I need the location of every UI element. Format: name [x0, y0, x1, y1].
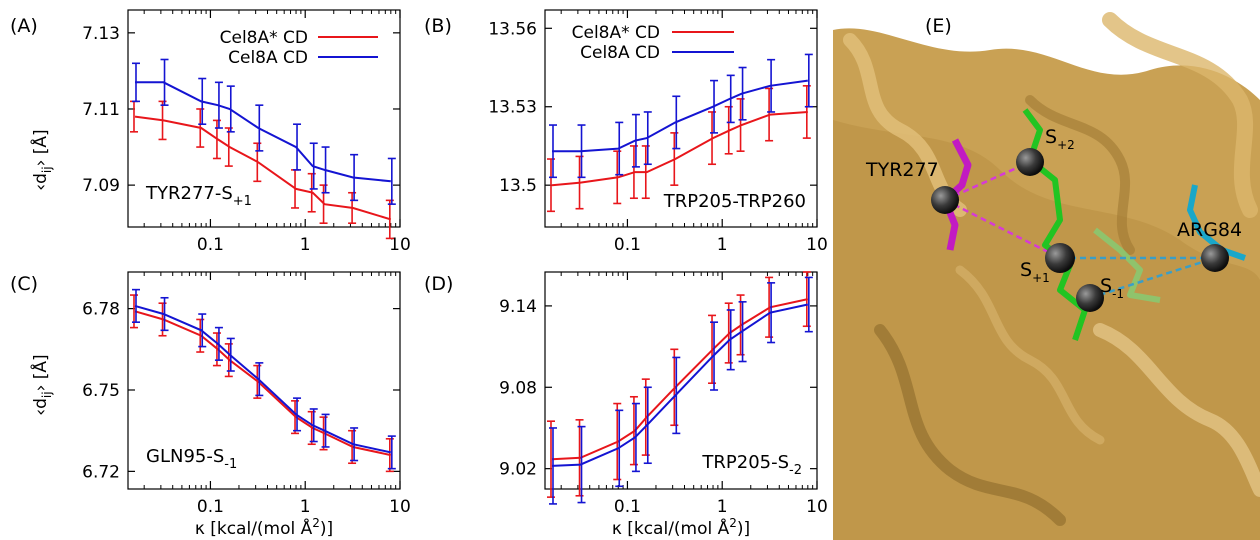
protein-helix-3: [874, 324, 1066, 526]
plot-frame-d: [544, 271, 818, 490]
y-tick-label: 13.56: [488, 19, 537, 39]
plot-frame-a: [127, 9, 401, 228]
tick-marks-b: [545, 10, 818, 227]
x-tick-label: 1: [300, 235, 311, 255]
sphere-arg: [1201, 244, 1229, 272]
series-line-blue: [134, 304, 392, 454]
legend-b-entry-red: Cel8A* CD: [572, 23, 660, 43]
x-tick-label: 0.1: [197, 497, 224, 517]
legend-a-entry-red: Cel8A* CD: [220, 28, 308, 48]
plot-frame-c: [127, 271, 401, 490]
sphere-tyr: [931, 186, 959, 214]
y-tick-label: 9.08: [499, 378, 537, 398]
x-tick-labels-d: 0.1 1 10: [614, 497, 828, 517]
x-tick-label: 0.1: [614, 235, 641, 255]
series-line-red: [134, 115, 392, 221]
y-tick-label: 9.02: [499, 460, 537, 480]
protein-shadow-1: [833, 120, 1260, 540]
y-tick-labels-d: 9.02 9.08 9.14: [499, 297, 537, 480]
panel-b: (B) 13.5 13.53 13.56 0.1 1 10 Cel8A* CD Cel8…: [424, 9, 828, 255]
tick-marks-a: [128, 10, 401, 227]
series-line-blue: [551, 303, 809, 467]
series-line-red: [551, 298, 809, 461]
y-tick-label: 7.09: [82, 176, 120, 196]
y-tick-label: 13.53: [488, 98, 537, 118]
panel-a-label: (A): [10, 15, 38, 37]
legend-a: Cel8A* CD Cel8A CD: [220, 28, 378, 68]
x-tick-label: 0.1: [614, 497, 641, 517]
protein-helix-5: [1025, 95, 1135, 255]
x-tick-label: 10: [389, 235, 411, 255]
x-tick-labels-b: 0.1 1 10: [614, 235, 828, 255]
y-tick-label: 7.13: [82, 24, 120, 44]
x-tick-labels-c: 0.1 1 10: [197, 497, 411, 517]
panel-e-label: (E): [925, 15, 952, 37]
tick-marks-d: [545, 272, 818, 489]
x-tick-label: 10: [806, 235, 828, 255]
y-tick-label: 6.72: [82, 462, 120, 482]
panel-b-annotation: TRP205-TRP260: [663, 191, 806, 212]
label-arg84: ARG84: [1177, 219, 1242, 241]
x-tick-label: 1: [717, 497, 728, 517]
x-tick-label: 10: [389, 497, 411, 517]
distance-tyr-s2: [944, 160, 1031, 202]
panel-b-label: (B): [424, 15, 452, 37]
y-tick-label: 9.14: [499, 297, 537, 317]
ligand-sugar-chain: [1022, 108, 1088, 341]
series-line-blue: [552, 79, 808, 153]
panel-d-annotation: TRP205-S-2: [701, 452, 802, 478]
series-group-a: [129, 58, 396, 240]
tick-marks-c: [128, 272, 401, 489]
panel-c-label: (C): [10, 273, 38, 295]
distance-tyr-s1: [944, 198, 1061, 260]
y-tick-label: 6.78: [82, 300, 120, 320]
plot-frame-b: [544, 9, 818, 228]
y-axis-label-top: ‹dij› [Å]: [29, 129, 54, 190]
panel-a-annotation: TYR277-S+1: [145, 183, 252, 209]
series-line-blue: [135, 81, 391, 183]
series-group-d: [546, 271, 813, 505]
label-tyr277: TYR277: [865, 159, 939, 181]
x-tick-label: 10: [806, 497, 828, 517]
panel-c-annotation: GLN95-S-1: [146, 446, 237, 472]
protein-helix-4: [1093, 323, 1260, 497]
sphere-s-plus-1: [1045, 243, 1075, 273]
y-tick-label: 13.5: [499, 176, 537, 196]
protein-helix-2: [1102, 12, 1258, 218]
legend-b: Cel8A* CD Cel8A CD: [572, 23, 734, 63]
legend-a-entry-blue: Cel8A CD: [228, 48, 308, 68]
y-tick-labels-b: 13.5 13.53 13.56: [488, 19, 537, 196]
series-line-red: [134, 310, 392, 457]
x-tick-label: 1: [717, 235, 728, 255]
panel-c: (C) ‹dij› [Å] 6.72 6.75 6.78 0.1 1 10 GLN95-…: [10, 271, 411, 539]
arg84-residue: [1187, 184, 1246, 261]
panel-e-structure: (E) TYR277 ARG84 S+2 S+1 S-1: [833, 0, 1260, 540]
y-tick-label: 6.75: [82, 381, 120, 401]
protein-loop: [955, 265, 1105, 445]
y-axis-label-bottom: ‹dij› [Å]: [29, 354, 54, 415]
series-group-b: [546, 53, 813, 213]
panel-a: (A) ‹dij› [Å] 7.09 7.11 7.13 0.1 1 10 Cel8A*…: [10, 9, 411, 255]
sphere-s-plus-2: [1016, 148, 1044, 176]
x-tick-label: 1: [300, 497, 311, 517]
x-axis-label-c: κ [kcal/(mol Å2)]: [195, 516, 333, 539]
panel-d: (D) 9.02 9.08 9.14 0.1 1 10 TRP205-S-2 κ [kc…: [424, 271, 828, 539]
series-line-red: [551, 111, 808, 187]
protein-render: [833, 0, 1260, 540]
x-tick-label: 0.1: [197, 235, 224, 255]
ligand-faded: [1093, 227, 1161, 303]
y-tick-label: 7.11: [82, 100, 120, 120]
y-tick-labels-c: 6.72 6.75 6.78: [82, 300, 120, 483]
panel-d-label: (D): [424, 273, 453, 295]
series-group-c: [129, 288, 396, 473]
x-axis-label-d: κ [kcal/(mol Å2)]: [612, 516, 750, 539]
distance-arg-s-1: [1089, 256, 1216, 300]
legend-b-entry-blue: Cel8A CD: [580, 43, 660, 63]
y-tick-labels-a: 7.09 7.11 7.13: [82, 24, 120, 196]
x-tick-labels-a: 0.1 1 10: [197, 235, 411, 255]
sphere-s-minus-1: [1076, 284, 1104, 312]
